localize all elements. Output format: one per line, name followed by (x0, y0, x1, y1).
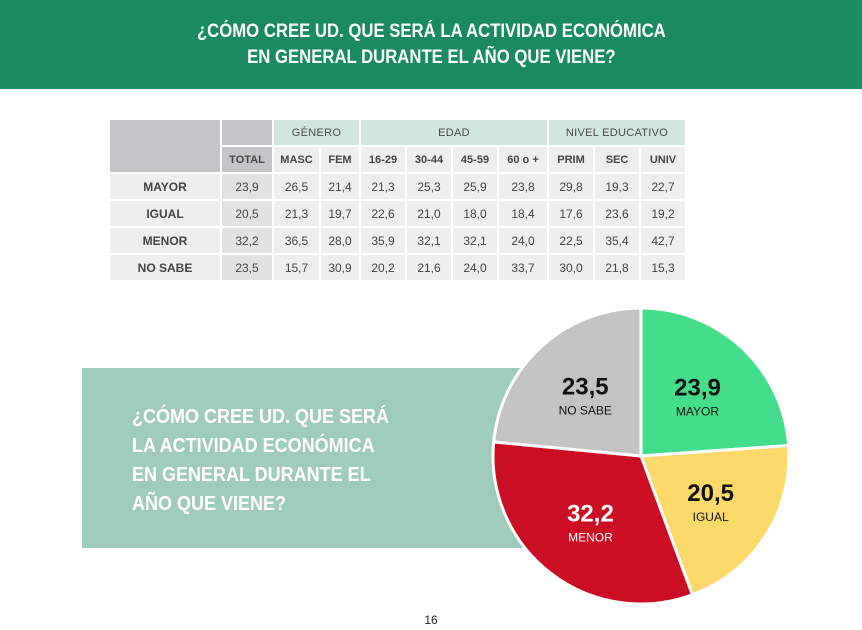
table-cell: 24,0 (453, 255, 497, 280)
pie-value-label: 32,2 (567, 501, 614, 528)
table-cell: 32,1 (407, 228, 451, 253)
table-row: MENOR 32,2 36,5 28,0 35,9 32,1 32,1 24,0 22,5 35,… (110, 228, 685, 253)
pie-value-label: 20,5 (687, 480, 734, 507)
page-number: 16 (424, 613, 438, 627)
table-cell: 20,5 (222, 201, 272, 226)
pie-slice-mayor (639, 306, 791, 458)
group-education: NIVEL EDUCATIVO (549, 120, 685, 145)
table-cell: 15,7 (274, 255, 319, 280)
row-label: MAYOR (110, 174, 220, 199)
callout-line: EN GENERAL DURANTE EL (132, 464, 371, 486)
callout-line: LA ACTIVIDAD ECONÓMICA (132, 435, 375, 457)
table-cell: 21,4 (321, 174, 359, 199)
table-cell: 36,5 (274, 228, 319, 253)
col-header: SEC (595, 147, 639, 172)
group-age: EDAD (361, 120, 547, 145)
table-cell: 26,5 (274, 174, 319, 199)
table-cell: 33,7 (499, 255, 547, 280)
table-cell: 28,0 (321, 228, 359, 253)
table-row: MAYOR 23,9 26,5 21,4 21,3 25,3 25,9 23,8 29,8 19,… (110, 174, 685, 199)
table-corner (110, 120, 220, 172)
pie-slice-menor (491, 440, 695, 606)
question-callout: ¿CÓMO CREE UD. QUE SERÁ LA ACTIVIDAD ECO… (82, 368, 541, 548)
table-cell: 15,3 (641, 255, 685, 280)
table-cell: 32,1 (453, 228, 497, 253)
table-cell: 23,5 (222, 255, 272, 280)
title-line-1: ¿CÓMO CREE UD. QUE SERÁ LA ACTIVIDAD ECO… (196, 20, 666, 42)
col-header: TOTAL (222, 147, 272, 172)
callout-line: AÑO QUE VIENE? (132, 493, 287, 515)
table-column-header-row: TOTAL MASC FEM 16-29 30-44 45-59 60 o + … (110, 147, 685, 172)
table-cell: 22,7 (641, 174, 685, 199)
table-cell: 42,7 (641, 228, 685, 253)
pie-category-label: NO SABE (559, 404, 612, 418)
table-cell: 23,6 (595, 201, 639, 226)
table-cell: 19,7 (321, 201, 359, 226)
table-group-header-row: GÉNERO EDAD NIVEL EDUCATIVO (110, 120, 685, 172)
pie-category-label: IGUAL (693, 510, 729, 524)
table-cell: 21,6 (407, 255, 451, 280)
table-cell: 35,4 (595, 228, 639, 253)
col-header: MASC (274, 147, 319, 172)
table-cell: 32,2 (222, 228, 272, 253)
col-header: 30-44 (407, 147, 451, 172)
table-cell: 21,8 (595, 255, 639, 280)
pie-category-label: MAYOR (676, 404, 719, 418)
table-row: NO SABE 23,5 15,7 30,9 20,2 21,6 24,0 33,7 30,0 2… (110, 255, 685, 280)
pie-value-label: 23,9 (674, 374, 721, 401)
col-header: PRIM (549, 147, 593, 172)
table-cell: 21,3 (274, 201, 319, 226)
table-cell: 25,9 (453, 174, 497, 199)
col-header: 60 o + (499, 147, 547, 172)
callout-text: ¿CÓMO CREE UD. QUE SERÁ LA ACTIVIDAD ECO… (132, 403, 389, 519)
title-line-2: EN GENERAL DURANTE EL AÑO QUE VIENE? (246, 46, 616, 68)
row-label: IGUAL (110, 201, 220, 226)
pie-slice-no-sabe (492, 306, 643, 458)
col-header: FEM (321, 147, 359, 172)
table-cell: 21,0 (407, 201, 451, 226)
title-banner: ¿CÓMO CREE UD. QUE SERÁ LA ACTIVIDAD ECO… (0, 0, 862, 89)
table-cell: 29,8 (549, 174, 593, 199)
pie-value-label: 23,5 (562, 374, 609, 401)
pie-chart: 23,9 MAYOR 20,5 IGUAL 32,2 MENOR 23,5 NO SABE (491, 306, 791, 606)
pie-category-label: MENOR (568, 531, 613, 545)
table-cell: 20,2 (361, 255, 405, 280)
total-spacer (222, 120, 272, 145)
col-header: UNIV (641, 147, 685, 172)
table-row: IGUAL 20,5 21,3 19,7 22,6 21,0 18,0 18,4 17,6 23,… (110, 201, 685, 226)
table-cell: 25,3 (407, 174, 451, 199)
table-cell: 23,9 (222, 174, 272, 199)
table-cell: 18,0 (453, 201, 497, 226)
group-gender: GÉNERO (274, 120, 359, 145)
table-cell: 17,6 (549, 201, 593, 226)
col-header: 45-59 (453, 147, 497, 172)
results-table: GÉNERO EDAD NIVEL EDUCATIVO TOTAL MASC F… (108, 118, 687, 282)
table-cell: 35,9 (361, 228, 405, 253)
table-cell: 18,4 (499, 201, 547, 226)
col-header: 16-29 (361, 147, 405, 172)
table-cell: 21,3 (361, 174, 405, 199)
table-cell: 23,8 (499, 174, 547, 199)
table-cell: 30,9 (321, 255, 359, 280)
pie-slice-igual (638, 443, 791, 597)
table-cell: 19,2 (641, 201, 685, 226)
row-label: NO SABE (110, 255, 220, 280)
row-label: MENOR (110, 228, 220, 253)
table-cell: 19,3 (595, 174, 639, 199)
callout-line: ¿CÓMO CREE UD. QUE SERÁ (132, 406, 390, 428)
table-body: MAYOR 23,9 26,5 21,4 21,3 25,3 25,9 23,8 29,8 19,… (110, 174, 685, 280)
table-cell: 30,0 (549, 255, 593, 280)
table-cell: 22,5 (549, 228, 593, 253)
table-cell: 24,0 (499, 228, 547, 253)
table-cell: 22,6 (361, 201, 405, 226)
